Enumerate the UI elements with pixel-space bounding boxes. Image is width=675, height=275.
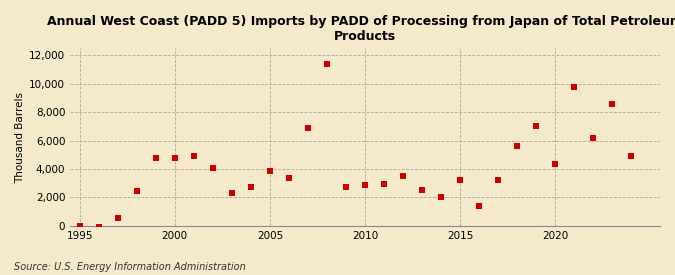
- Point: [474, 204, 485, 208]
- Point: [169, 156, 180, 161]
- Point: [302, 126, 313, 130]
- Point: [284, 175, 294, 180]
- Point: [151, 155, 161, 160]
- Point: [207, 166, 218, 170]
- Point: [398, 174, 408, 178]
- Point: [265, 169, 275, 174]
- Point: [569, 85, 580, 90]
- Point: [512, 144, 522, 148]
- Point: [341, 185, 352, 189]
- Point: [379, 182, 389, 186]
- Point: [493, 178, 504, 183]
- Point: [626, 153, 637, 158]
- Point: [588, 136, 599, 140]
- Point: [93, 225, 104, 229]
- Point: [188, 154, 199, 158]
- Point: [531, 124, 542, 129]
- Title: Annual West Coast (PADD 5) Imports by PADD of Processing from Japan of Total Pet: Annual West Coast (PADD 5) Imports by PA…: [47, 15, 675, 43]
- Point: [607, 101, 618, 106]
- Point: [550, 162, 561, 166]
- Text: Source: U.S. Energy Information Administration: Source: U.S. Energy Information Administ…: [14, 262, 245, 272]
- Point: [436, 195, 447, 199]
- Point: [112, 216, 123, 220]
- Point: [74, 224, 85, 228]
- Point: [246, 185, 256, 189]
- Point: [455, 178, 466, 182]
- Point: [360, 183, 371, 187]
- Point: [132, 189, 142, 193]
- Point: [227, 190, 238, 195]
- Y-axis label: Thousand Barrels: Thousand Barrels: [15, 92, 25, 183]
- Point: [321, 62, 332, 66]
- Point: [416, 188, 427, 192]
